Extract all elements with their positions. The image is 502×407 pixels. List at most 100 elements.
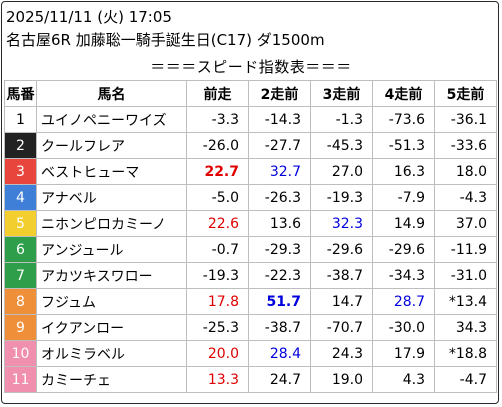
column-header: 2走前 — [248, 80, 311, 107]
speed-index-cell: -31.0 — [434, 262, 497, 289]
speed-index-cell: -5.0 — [186, 184, 249, 211]
speed-index-cell: -27.7 — [248, 132, 311, 159]
speed-index-cell: 18.0 — [434, 158, 497, 185]
column-header: 前走 — [186, 80, 249, 107]
horse-number-cell: 6 — [4, 236, 37, 263]
speed-index-cell: -14.3 — [248, 106, 311, 133]
speed-index-cell: 28.7 — [372, 288, 435, 315]
speed-index-cell: *18.8 — [434, 340, 497, 367]
speed-index-cell: 32.7 — [248, 158, 311, 185]
column-header: 馬番 — [4, 80, 37, 107]
horse-number-cell: 3 — [4, 158, 37, 185]
speed-index-cell: -11.9 — [434, 236, 497, 263]
horse-number-cell: 11 — [4, 366, 37, 393]
column-header: 3走前 — [310, 80, 373, 107]
speed-index-cell: -19.3 — [310, 184, 373, 211]
horse-name-cell: アカツキスワロー — [36, 262, 187, 289]
speed-index-cell: -19.3 — [186, 262, 249, 289]
speed-index-cell: -36.1 — [434, 106, 497, 133]
speed-index-cell: 27.0 — [310, 158, 373, 185]
speed-index-cell: -30.0 — [372, 314, 435, 341]
speed-index-cell: 14.9 — [372, 210, 435, 237]
speed-index-cell: -29.6 — [310, 236, 373, 263]
horse-name-cell: クールフレア — [36, 132, 187, 159]
speed-index-cell: -3.3 — [186, 106, 249, 133]
speed-index-cell: 28.4 — [248, 340, 311, 367]
speed-index-cell: 19.0 — [310, 366, 373, 393]
speed-index-cell: -22.3 — [248, 262, 311, 289]
speed-index-cell: 51.7 — [248, 288, 311, 315]
speed-index-cell: -25.3 — [186, 314, 249, 341]
speed-index-cell: 16.3 — [372, 158, 435, 185]
speed-index-cell: -51.3 — [372, 132, 435, 159]
table-row: 6 アンジュール -0.7 -29.3 -29.6 -29.6 -11.9 — [4, 236, 497, 263]
speed-index-cell: -70.7 — [310, 314, 373, 341]
speed-index-cell: 14.7 — [310, 288, 373, 315]
table-row: 9 イクアンロー -25.3 -38.7 -70.7 -30.0 34.3 — [4, 314, 497, 341]
speed-index-cell: 34.3 — [434, 314, 497, 341]
column-header: 馬名 — [36, 80, 187, 107]
column-header: 5走前 — [434, 80, 497, 107]
speed-index-cell: 20.0 — [186, 340, 249, 367]
speed-index-cell: -7.9 — [372, 184, 435, 211]
speed-index-table: 馬番 馬名 前走 2走前 3走前 4走前 5走前 1 ユイノペニーワイズ -3.3-… — [4, 80, 497, 393]
speed-index-cell: 32.3 — [310, 210, 373, 237]
speed-index-cell: 24.7 — [248, 366, 311, 393]
horse-number-cell: 10 — [4, 340, 37, 367]
horse-name-cell: ユイノペニーワイズ — [36, 106, 187, 133]
speed-index-cell: 22.6 — [186, 210, 249, 237]
speed-index-cell: 17.9 — [372, 340, 435, 367]
speed-index-cell: -38.7 — [248, 314, 311, 341]
horse-number-cell: 4 — [4, 184, 37, 211]
speed-index-cell: -0.7 — [186, 236, 249, 263]
horse-number-cell: 7 — [4, 262, 37, 289]
table-header-row: 馬番 馬名 前走 2走前 3走前 4走前 5走前 — [4, 80, 497, 107]
race-title: 名古屋6R 加藤聡一騎手誕生日(C17) ダ1500m — [6, 31, 325, 49]
speed-index-cell: 22.7 — [186, 158, 249, 185]
horse-number-cell: 9 — [4, 314, 37, 341]
speed-index-cell: 13.6 — [248, 210, 311, 237]
speed-index-cell: -29.6 — [372, 236, 435, 263]
horse-name-cell: フジュム — [36, 288, 187, 315]
table-row: 4 アナベル -5.0 -26.3 -19.3 -7.9 -4.3 — [4, 184, 497, 211]
horse-number-cell: 5 — [4, 210, 37, 237]
table-row: 8 フジュム 17.8 51.7 14.7 28.7 *13.4 — [4, 288, 497, 315]
speed-index-cell: -34.3 — [372, 262, 435, 289]
section-title: ＝＝＝スピード指数表＝＝＝ — [150, 58, 352, 76]
table-row: 11 カミーチェ 13.3 24.7 19.0 4.3 -4.7 — [4, 366, 497, 393]
horse-name-cell: アナベル — [36, 184, 187, 211]
speed-index-cell: -4.7 — [434, 366, 497, 393]
column-header: 4走前 — [372, 80, 435, 107]
speed-index-cell: -26.3 — [248, 184, 311, 211]
speed-index-cell: -1.3 — [310, 106, 373, 133]
speed-index-cell: *13.4 — [434, 288, 497, 315]
speed-index-cell: -26.0 — [186, 132, 249, 159]
horse-name-cell: アンジュール — [36, 236, 187, 263]
horse-number-cell: 1 — [4, 106, 37, 133]
speed-index-cell: -73.6 — [372, 106, 435, 133]
horse-name-cell: オルミラベル — [36, 340, 187, 367]
speed-index-cell: 4.3 — [372, 366, 435, 393]
table-row: 3 ベストヒューマ 22.7 32.7 27.0 16.3 18.0 — [4, 158, 497, 185]
speed-index-cell: -45.3 — [310, 132, 373, 159]
datetime-text: 2025/11/11 (火) 17:05 — [6, 8, 172, 26]
speed-index-cell: -29.3 — [248, 236, 311, 263]
horse-name-cell: イクアンロー — [36, 314, 187, 341]
table-row: 10 オルミラベル 20.0 28.4 24.3 17.9 *18.8 — [4, 340, 497, 367]
speed-index-cell: 17.8 — [186, 288, 249, 315]
table-row: 5 ニホンピロカミーノ 22.6 13.6 32.3 14.9 37.0 — [4, 210, 497, 237]
horse-name-cell: ニホンピロカミーノ — [36, 210, 187, 237]
horse-number-cell: 8 — [4, 288, 37, 315]
table-row: 1 ユイノペニーワイズ -3.3 -14.3 -1.3 -73.6 -36.1 — [4, 106, 497, 133]
speed-index-cell: 37.0 — [434, 210, 497, 237]
speed-index-cell: -33.6 — [434, 132, 497, 159]
table-row: 2 クールフレア -26.0 -27.7 -45.3 -51.3 -33.6 — [4, 132, 497, 159]
speed-index-cell: -4.3 — [434, 184, 497, 211]
horse-name-cell: カミーチェ — [36, 366, 187, 393]
table-row: 7 アカツキスワロー -19.3 -22.3 -38.7 -34.3 -31.0 — [4, 262, 497, 289]
speed-index-cell: 24.3 — [310, 340, 373, 367]
speed-index-cell: -38.7 — [310, 262, 373, 289]
speed-index-cell: 13.3 — [186, 366, 249, 393]
horse-number-cell: 2 — [4, 132, 37, 159]
